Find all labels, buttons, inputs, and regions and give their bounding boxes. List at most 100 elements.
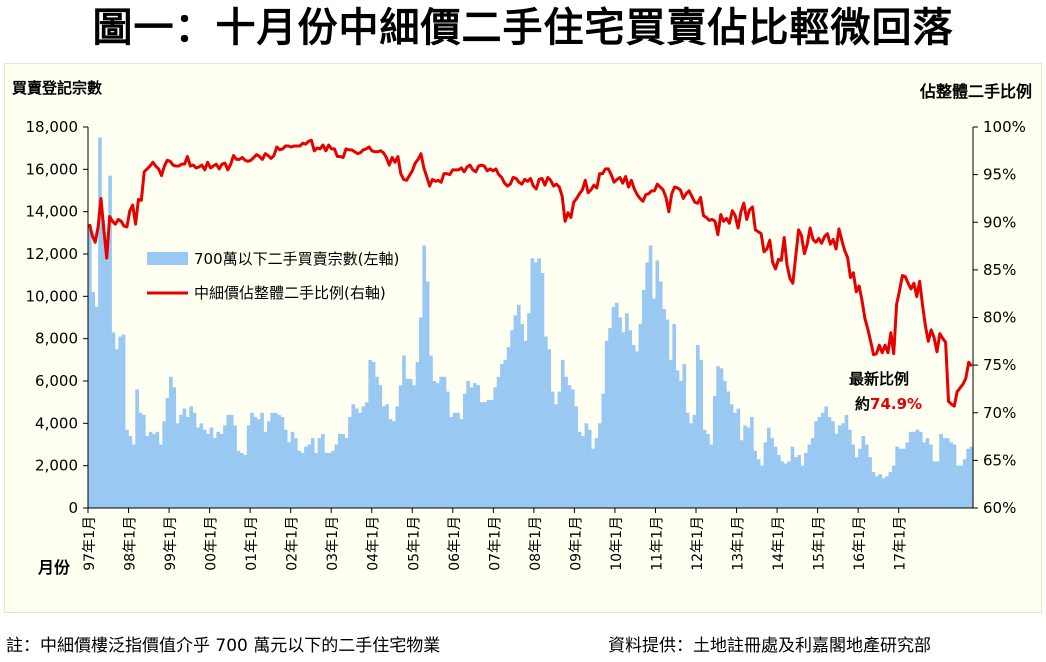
bar bbox=[878, 474, 883, 508]
bar bbox=[260, 412, 264, 508]
bar bbox=[368, 359, 372, 508]
bar bbox=[243, 455, 248, 508]
bar bbox=[844, 414, 849, 508]
bar bbox=[513, 315, 518, 508]
y-axis-label-left: 買賣登記宗數 bbox=[12, 79, 102, 97]
bar bbox=[115, 349, 119, 508]
bar bbox=[969, 446, 974, 508]
bar bbox=[449, 416, 454, 508]
bar bbox=[898, 448, 903, 508]
bar bbox=[766, 427, 771, 508]
legend-bar-swatch bbox=[147, 252, 188, 265]
bar bbox=[537, 258, 541, 508]
annotation-value: 74.9% bbox=[870, 395, 922, 413]
bar bbox=[760, 465, 764, 508]
bar bbox=[719, 368, 724, 508]
y-left-tick-label: 14,000 bbox=[26, 203, 79, 221]
bar bbox=[787, 461, 791, 508]
bar bbox=[300, 452, 305, 508]
bar bbox=[648, 245, 653, 508]
bar bbox=[233, 425, 237, 508]
bar bbox=[780, 461, 785, 508]
bar bbox=[98, 137, 102, 508]
bar bbox=[135, 389, 139, 508]
bar bbox=[128, 436, 133, 508]
x-tick-label: 98年1月 bbox=[123, 516, 139, 571]
bar bbox=[297, 450, 302, 508]
ratio-line bbox=[87, 138, 973, 408]
bar bbox=[131, 444, 136, 508]
bar bbox=[591, 448, 595, 508]
bar bbox=[685, 412, 690, 508]
bar bbox=[354, 408, 359, 508]
bar bbox=[668, 359, 673, 508]
bar bbox=[364, 402, 369, 508]
bar bbox=[209, 427, 214, 508]
bar bbox=[246, 425, 251, 508]
bar bbox=[594, 438, 599, 508]
bar bbox=[736, 408, 741, 508]
bar bbox=[540, 273, 545, 508]
bar bbox=[557, 391, 562, 508]
bar bbox=[584, 423, 589, 508]
y-right-tick-label: 100% bbox=[983, 118, 1026, 136]
bar bbox=[290, 431, 295, 508]
bar bbox=[162, 421, 166, 508]
bar bbox=[425, 281, 430, 508]
bar bbox=[516, 304, 521, 508]
bar bbox=[321, 433, 325, 508]
axes bbox=[83, 126, 978, 513]
bar bbox=[348, 416, 352, 508]
bar bbox=[118, 336, 123, 508]
bar bbox=[689, 423, 693, 508]
bar bbox=[696, 345, 700, 508]
bar bbox=[256, 419, 261, 508]
bar bbox=[706, 433, 710, 508]
bar bbox=[341, 433, 345, 508]
bar bbox=[307, 444, 312, 508]
bar bbox=[962, 459, 967, 508]
bar bbox=[91, 292, 96, 508]
bar bbox=[182, 408, 187, 508]
bar bbox=[658, 281, 663, 508]
bar bbox=[459, 419, 464, 508]
y-right-tick-label: 80% bbox=[983, 309, 1016, 327]
bar bbox=[821, 412, 825, 508]
bar bbox=[560, 359, 565, 508]
bar bbox=[804, 452, 808, 508]
bar bbox=[895, 446, 899, 508]
bar bbox=[462, 393, 467, 508]
bar bbox=[692, 414, 697, 508]
bar bbox=[905, 442, 910, 508]
bar bbox=[510, 330, 514, 508]
y-right-tick-label: 70% bbox=[983, 404, 1016, 422]
legend: 700萬以下二手買賣宗數(左軸) 中細價佔整體二手比例(右軸) bbox=[147, 250, 399, 302]
bar bbox=[942, 438, 947, 508]
bar bbox=[196, 427, 200, 508]
bar bbox=[185, 416, 190, 508]
bar bbox=[172, 387, 177, 508]
bar bbox=[94, 306, 99, 508]
bar bbox=[577, 431, 582, 508]
y-left-tick-label: 0 bbox=[68, 499, 78, 517]
bar bbox=[854, 457, 859, 508]
bar bbox=[645, 262, 649, 508]
bar bbox=[750, 416, 754, 508]
bar bbox=[216, 431, 220, 508]
bar bbox=[165, 397, 170, 508]
bar bbox=[385, 404, 389, 508]
y-axis-label-right: 佔整體二手比例 bbox=[919, 82, 1032, 101]
bar bbox=[317, 438, 322, 508]
bar bbox=[398, 385, 403, 508]
bar bbox=[439, 376, 443, 508]
bar bbox=[841, 423, 845, 508]
y-left-tick-label: 4,000 bbox=[35, 414, 78, 432]
bar bbox=[206, 433, 210, 508]
bar bbox=[746, 427, 751, 508]
bar bbox=[375, 376, 379, 508]
bar bbox=[104, 260, 109, 508]
bar bbox=[361, 406, 366, 508]
bar bbox=[419, 317, 423, 508]
bar bbox=[858, 448, 862, 508]
bar bbox=[111, 332, 116, 508]
